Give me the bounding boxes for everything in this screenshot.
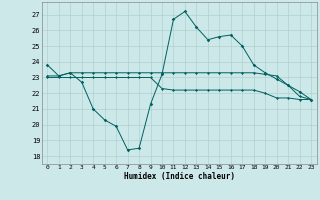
X-axis label: Humidex (Indice chaleur): Humidex (Indice chaleur) bbox=[124, 172, 235, 181]
